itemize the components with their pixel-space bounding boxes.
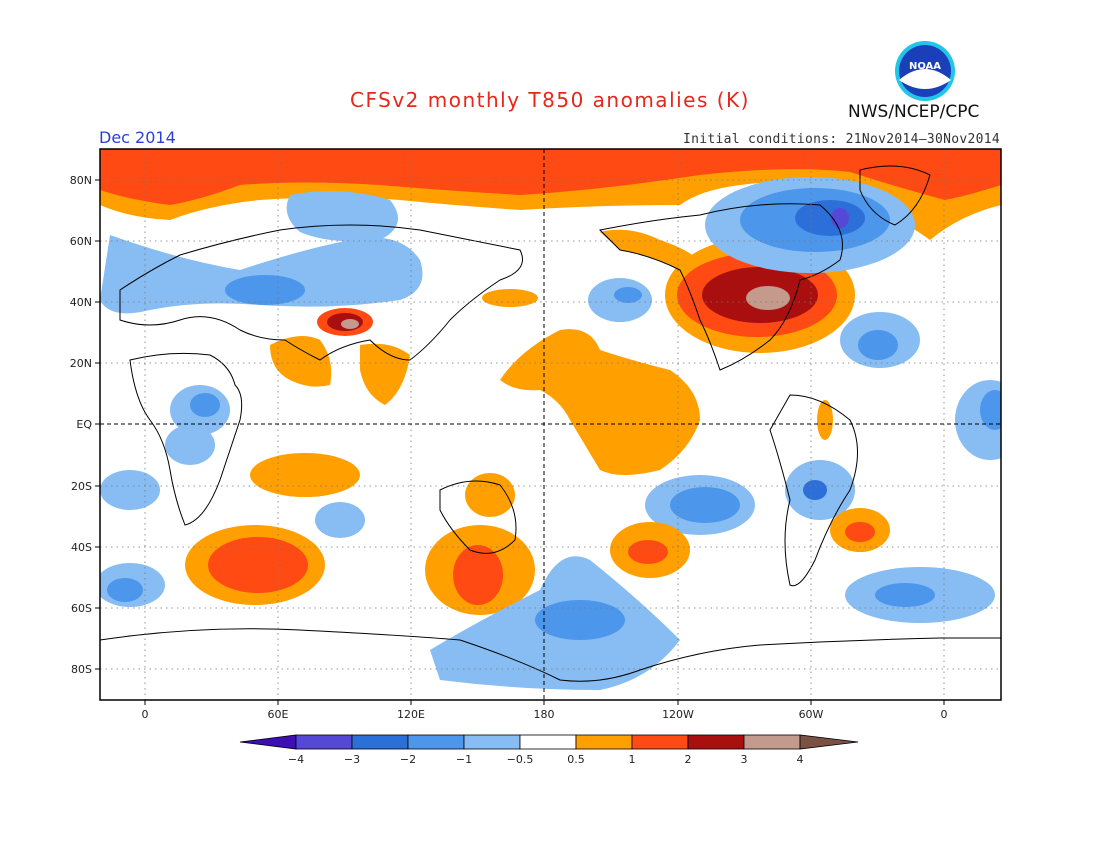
colorbar-segment xyxy=(351,734,409,750)
lon-label: 120E xyxy=(397,708,425,721)
initial-conditions: Initial conditions: 21Nov2014–30Nov2014 xyxy=(683,132,1000,147)
colorbar-label: 1 xyxy=(629,753,636,766)
colorbar-label: −2 xyxy=(400,753,416,766)
colorbar-segment xyxy=(519,734,577,750)
agency-label: NWS/NCEP/CPC xyxy=(848,102,980,122)
lat-label: 20N xyxy=(70,357,92,370)
colorbar-segment xyxy=(575,734,633,750)
lon-label: 180 xyxy=(534,708,555,721)
colorbar-label: 3 xyxy=(741,753,748,766)
lon-label: 60E xyxy=(268,708,289,721)
lat-label: 60N xyxy=(70,235,92,248)
noaa-logo-text: NOAA xyxy=(909,61,941,72)
colorbar-segment xyxy=(743,734,801,750)
colorbar-label: 2 xyxy=(685,753,692,766)
lon-label: 0 xyxy=(142,708,149,721)
colorbar-label: 4 xyxy=(797,753,804,766)
colorbar-label: 0.5 xyxy=(567,753,585,766)
lat-label: EQ xyxy=(76,418,92,431)
lon-label: 120W xyxy=(662,708,694,721)
forecast-month: Dec 2014 xyxy=(99,128,176,147)
lat-label: 40N xyxy=(70,296,92,309)
map-title: CFSv2 monthly T850 anomalies (K) xyxy=(350,88,750,112)
lon-label: 0 xyxy=(941,708,948,721)
colorbar-segment xyxy=(463,734,521,750)
colorbar-segment xyxy=(631,734,689,750)
lat-label: 40S xyxy=(71,541,92,554)
colorbar-segment xyxy=(407,734,465,750)
lon-label: 60W xyxy=(799,708,824,721)
lat-label: 60S xyxy=(71,602,92,615)
lat-label: 80S xyxy=(71,663,92,676)
colorbar-label: −1 xyxy=(456,753,472,766)
colorbar-segment xyxy=(799,734,859,750)
noaa-logo: NOAA xyxy=(895,41,955,101)
lat-label: 80N xyxy=(70,174,92,187)
colorbar-segment xyxy=(239,734,297,750)
color-bar xyxy=(239,734,859,750)
colorbar-label: −3 xyxy=(344,753,360,766)
colorbar-segment xyxy=(687,734,745,750)
colorbar-label: −0.5 xyxy=(507,753,534,766)
colorbar-label: −4 xyxy=(288,753,304,766)
colorbar-segment xyxy=(295,734,353,750)
lat-label: 20S xyxy=(71,480,92,493)
